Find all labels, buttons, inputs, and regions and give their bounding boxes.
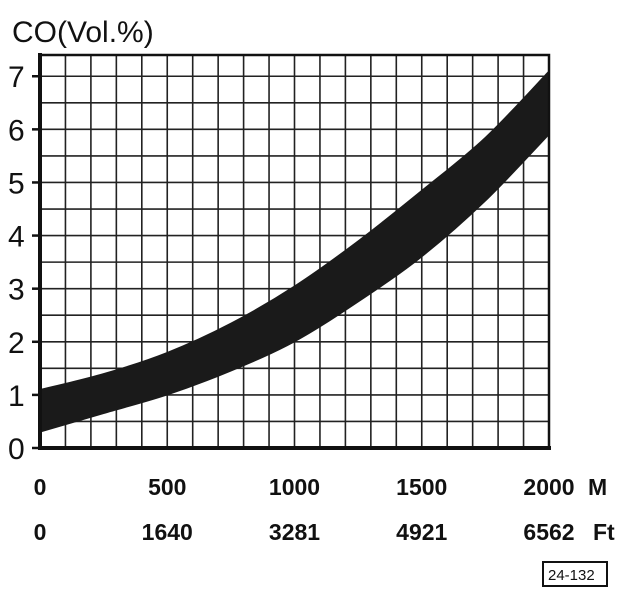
chart-title: CO(Vol.%) [12, 16, 154, 49]
x-tick-label-meters: 1500 [396, 474, 447, 500]
figure-reference-box: 24-132 [542, 561, 608, 587]
y-tick-label: 2 [8, 327, 25, 360]
y-tick-label: 6 [8, 114, 25, 147]
plot-frame [32, 53, 551, 450]
x-tick-label-feet: 4921 [396, 519, 447, 545]
x-tick-label-feet: 6562 [523, 519, 574, 545]
y-tick-label: 4 [8, 221, 25, 254]
x-tick-label-feet: 0 [34, 519, 47, 545]
x-axis-ticks-meters: 0 500 1000 1500 2000 [34, 474, 575, 500]
x-tick-label-feet: 1640 [142, 519, 193, 545]
y-axis-tick-labels: 0 1 2 3 4 5 6 7 [8, 61, 25, 466]
y-tick-label: 7 [8, 61, 25, 94]
x-tick-label-feet: 3281 [269, 519, 320, 545]
y-tick-label: 3 [8, 274, 25, 307]
x-axis-ticks-feet: 0 1640 3281 4921 6562 [34, 519, 575, 545]
y-tick-label: 1 [8, 380, 25, 413]
x-tick-label-meters: 2000 [523, 474, 574, 500]
x-unit-meters: M [588, 474, 607, 500]
y-tick-label: 0 [8, 433, 25, 466]
y-tick-label: 5 [8, 167, 25, 200]
x-unit-feet: Ft [593, 519, 615, 545]
x-tick-label-meters: 1000 [269, 474, 320, 500]
x-tick-label-meters: 500 [148, 474, 186, 500]
figure-reference: 24-132 [548, 567, 595, 584]
x-tick-label-meters: 0 [34, 474, 47, 500]
